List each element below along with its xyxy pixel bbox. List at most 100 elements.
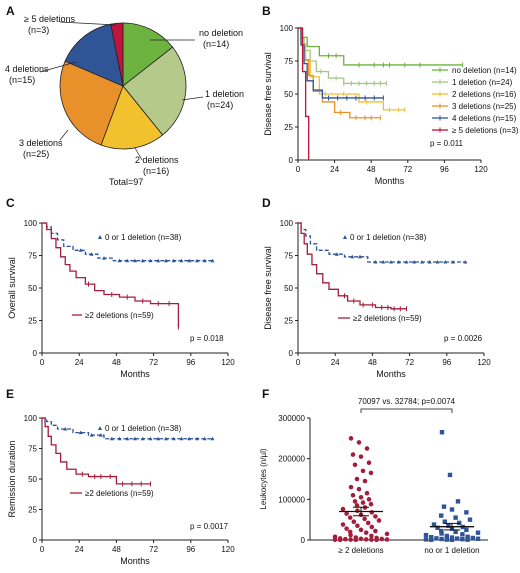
legend-marker-0: [98, 235, 102, 239]
x-tick-label: 96: [186, 358, 195, 367]
scatter-point: [350, 492, 356, 498]
x-axis-title: Months: [376, 369, 406, 379]
scatter-point: [449, 535, 455, 540]
scatter-point: [439, 430, 445, 435]
y-tick-label: 100: [24, 219, 38, 228]
censor-mark-0: [202, 258, 207, 263]
scatter-point: [444, 533, 449, 539]
y-tick-label: 75: [28, 252, 37, 261]
x-axis-title: Months: [375, 176, 405, 186]
y-tick-label: 0: [289, 349, 294, 358]
p-value: p = 0.0026: [444, 334, 483, 343]
legend-label-1: ≥2 deletions (n=59): [85, 311, 154, 320]
scatter-point: [439, 513, 444, 518]
pie-count-4: (n=15): [9, 75, 35, 85]
scatter-point: [369, 524, 375, 530]
panel-letter-e: E: [6, 387, 14, 401]
scatter-point: [384, 537, 390, 542]
scatter-point: [470, 535, 475, 541]
censor-mark-0: [195, 436, 199, 441]
scatter-point: [344, 511, 349, 516]
scatter-point: [358, 495, 364, 500]
censor-mark-0: [396, 260, 401, 264]
censor-mark-0: [210, 258, 215, 263]
y-axis-title: Overall survival: [7, 257, 17, 319]
scatter-point: [354, 503, 360, 508]
pie-count-2: (n=16): [143, 166, 169, 176]
censor-mark-0: [133, 258, 137, 263]
scatter-point: [453, 515, 458, 520]
panel-letter-f: F: [262, 387, 269, 401]
scatter-point: [348, 436, 354, 441]
scatter-point: [332, 537, 338, 543]
scatter-point: [362, 516, 367, 522]
y-axis-title: Leukocytes (n/µl): [259, 448, 268, 509]
scatter-point: [373, 514, 378, 519]
scatter-point: [352, 499, 358, 504]
scatter-point: [435, 525, 440, 530]
censor-mark-0: [404, 260, 409, 264]
x-tick-label: 0: [296, 165, 301, 174]
scatter-point: [465, 534, 470, 539]
legend-label-0: 0 or 1 deletion (n=38): [350, 233, 427, 242]
x-tick-label: 72: [149, 358, 158, 367]
legend-label-0: 0 or 1 deletion (n=38): [105, 233, 182, 242]
km-curve-0: [298, 222, 466, 263]
y-axis-title: Remission duration: [7, 440, 17, 517]
km-curve-0: [298, 27, 463, 66]
scatter-point: [347, 515, 353, 520]
scatter-point: [423, 532, 429, 538]
pie-leader-3: [59, 129, 69, 141]
censor-mark-0: [210, 436, 215, 441]
censor-mark-0: [89, 252, 94, 256]
km-curve-1: [42, 417, 151, 485]
y-tick-label: 100: [280, 219, 294, 228]
scatter-point: [444, 537, 449, 542]
pie-slice-2: [100, 85, 164, 150]
scatter-point: [374, 537, 379, 543]
scatter-point: [431, 522, 437, 527]
scatter-point: [429, 537, 434, 542]
legend-label-1: 1 deletion (n=24): [452, 78, 513, 87]
censor-mark-0: [140, 258, 145, 263]
scatter-point: [368, 501, 374, 507]
scatter-point: [369, 510, 375, 515]
y-tick-label: 0: [33, 349, 38, 358]
category-label-1: no or 1 deletion: [424, 546, 479, 555]
censor-mark-0: [78, 430, 83, 435]
censor-mark-0: [412, 260, 417, 264]
significance-annotation: 70097 vs. 32784; p=0.0074: [358, 397, 456, 406]
scatter-point: [350, 452, 356, 457]
censor-mark-0: [117, 258, 122, 263]
x-tick-label: 72: [403, 165, 412, 174]
significance-bracket: [360, 408, 453, 413]
x-tick-label: 24: [330, 165, 339, 174]
scatter-point: [364, 490, 370, 496]
x-tick-label: 120: [477, 358, 491, 367]
censor-mark-0: [179, 436, 184, 441]
legend-marker-0: [98, 426, 102, 430]
scatter-point: [455, 536, 460, 541]
km-chart-remission-duration: 0 25 50 75 100 0 24 48 72 96 120 Months Remission du…: [7, 414, 235, 566]
scatter-point: [447, 472, 453, 478]
censor-mark-0: [164, 258, 168, 263]
x-tick-label: 48: [112, 545, 121, 554]
x-tick-label: 48: [368, 358, 377, 367]
panel-letter-d: D: [262, 196, 271, 210]
scatter-point: [356, 440, 362, 445]
pie-count-3: (n=25): [23, 149, 49, 159]
scatter-point: [344, 526, 349, 531]
scatter-point: [439, 531, 444, 536]
pie-chart-panel: no deletion(n=14) 1 deletion(n=24) 2 delet…: [5, 14, 244, 187]
censor-mark-0: [373, 260, 378, 264]
x-axis-title: Months: [120, 369, 150, 379]
censor-mark-0: [435, 260, 440, 264]
x-tick-label: 24: [331, 358, 340, 367]
censor-mark-0: [358, 254, 362, 259]
y-tick-label: 0: [33, 536, 38, 545]
scatter-point: [356, 486, 362, 492]
x-tick-label: 0: [296, 358, 301, 367]
pie-count-1: (n=24): [207, 100, 233, 110]
y-tick-label: 25: [28, 506, 37, 515]
y-tick-label: 50: [28, 475, 37, 484]
